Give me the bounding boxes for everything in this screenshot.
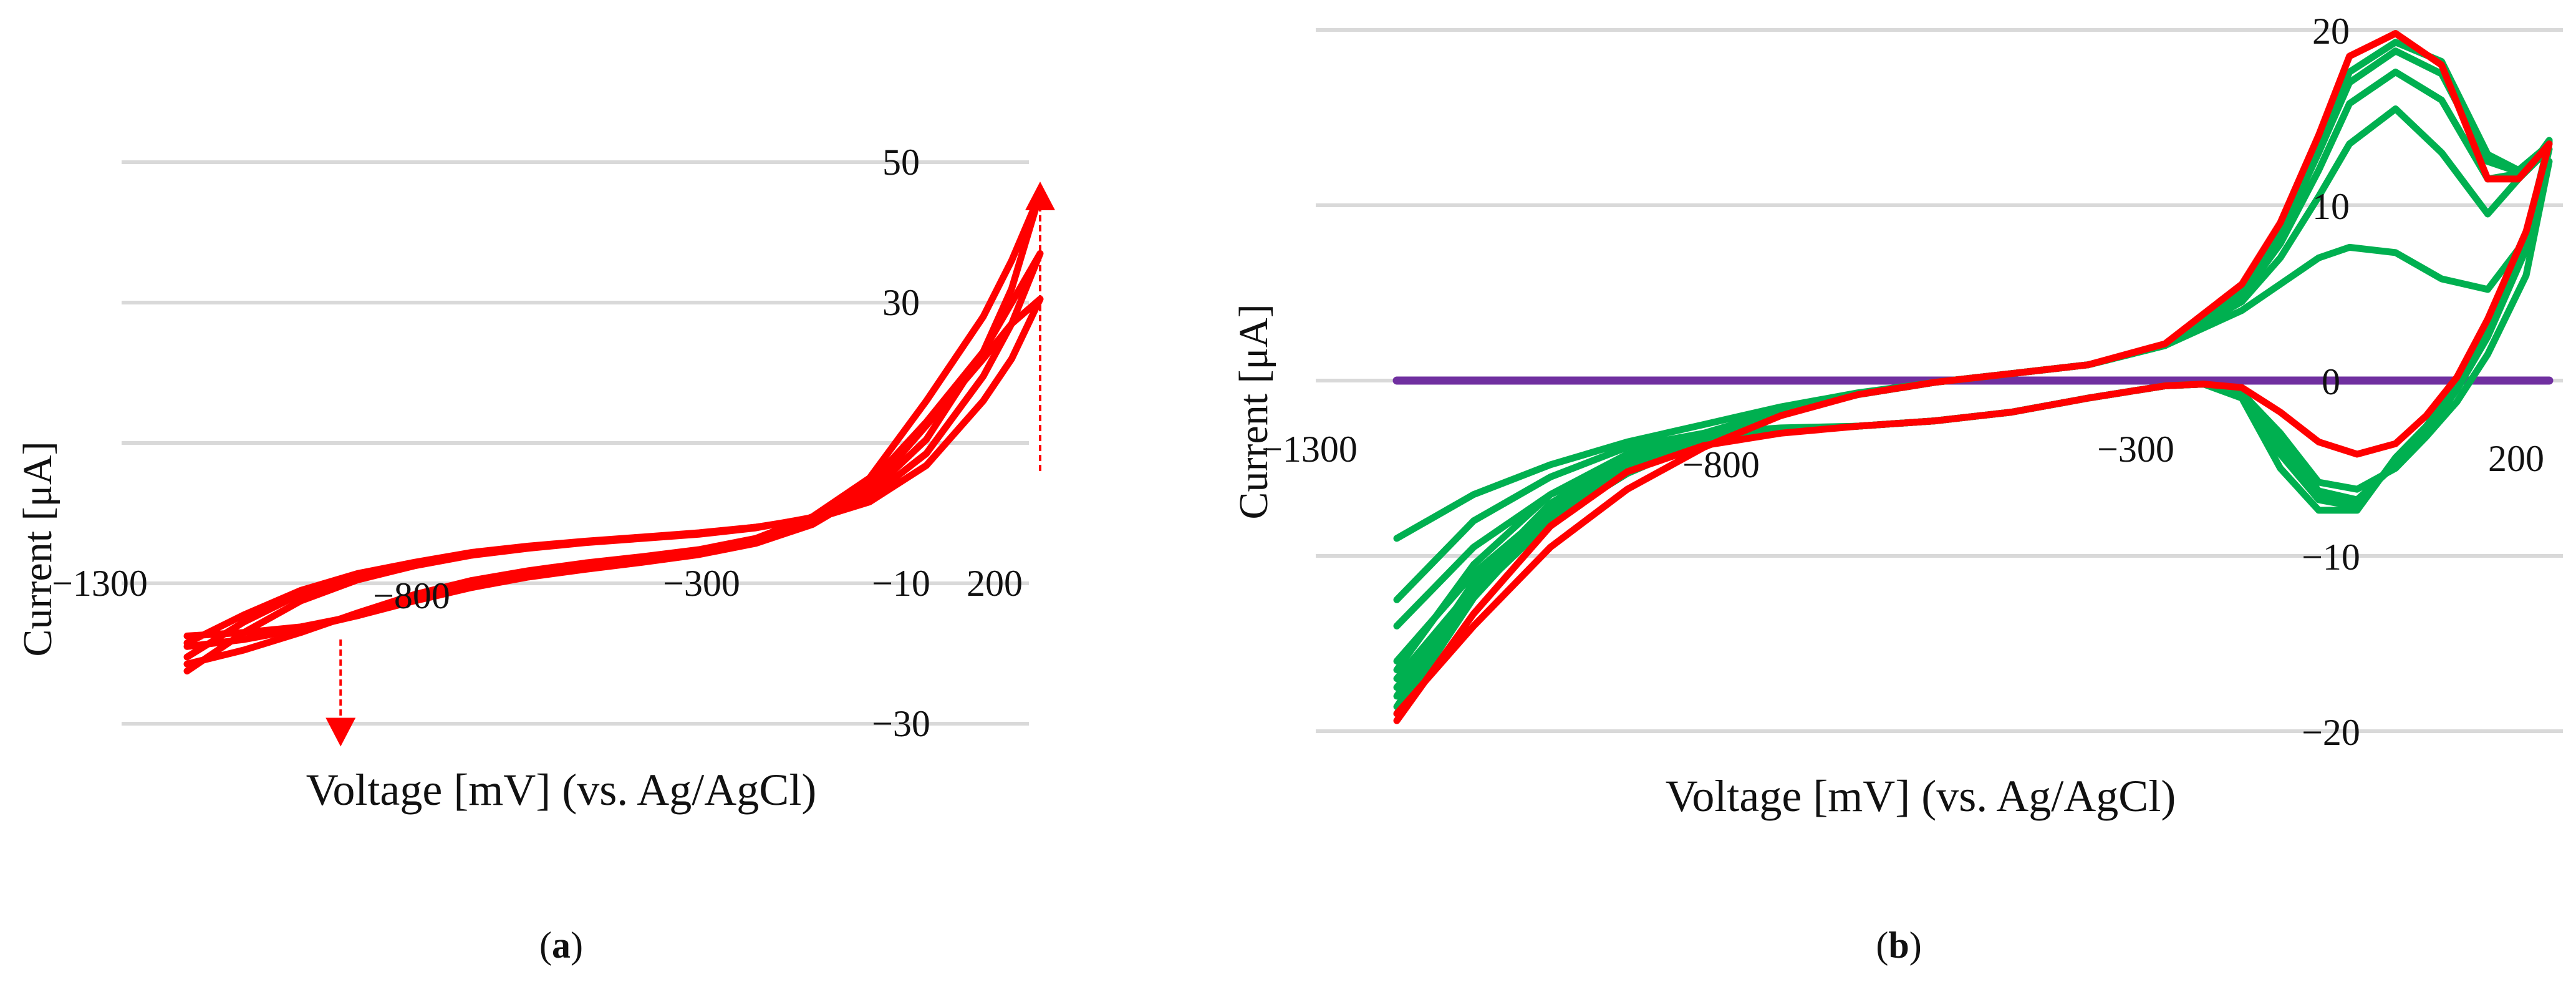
xtick-a-1: −800 [373,575,450,616]
chart-panel-a: −30 −10 30 50 −1300 −800 −300 200 Current [μA] Vo… [15,142,1055,966]
series-b-6 [1393,30,2553,724]
xtick-b-2: −300 [2097,429,2174,470]
xlabel-b: Voltage [mV] (vs. Ag/AgCl) [1666,771,2176,821]
ytick-b-4: 20 [2312,11,2350,52]
xtick-b-0: −1300 [1261,429,1358,470]
arrow-a-0-head [1025,182,1055,210]
ytick-b-0: −20 [2302,712,2360,753]
ytick-a-3: 50 [882,142,920,183]
caption-b: (b) [1876,925,1921,966]
ytick-b-2: 0 [2322,361,2340,402]
xtick-b-3: 200 [2488,438,2544,479]
ylabel-a: Current [μA] [15,441,60,656]
caption-a: (a) [539,925,583,966]
ylabel-b: Current [μA] [1231,304,1276,519]
arrow-a-1-head [326,717,356,747]
ytick-b-1: −10 [2302,537,2360,578]
series-b-2 [1393,105,2553,674]
ytick-a-0: −30 [872,703,930,744]
xtick-a-2: −300 [663,563,740,604]
xtick-a-3: 200 [967,563,1023,604]
xlabel-a: Voltage [mV] (vs. Ag/AgCl) [306,765,817,815]
ytick-a-1: −10 [872,563,930,604]
ytick-a-2: 30 [882,282,920,323]
xtick-a-0: −1300 [52,563,148,604]
ytick-b-3: 10 [2312,186,2350,227]
chart-panel-b: −20 −10 0 10 20 −1300 −800 −300 200 Current [μA] V… [1231,11,2563,966]
xtick-b-1: −800 [1682,444,1760,485]
